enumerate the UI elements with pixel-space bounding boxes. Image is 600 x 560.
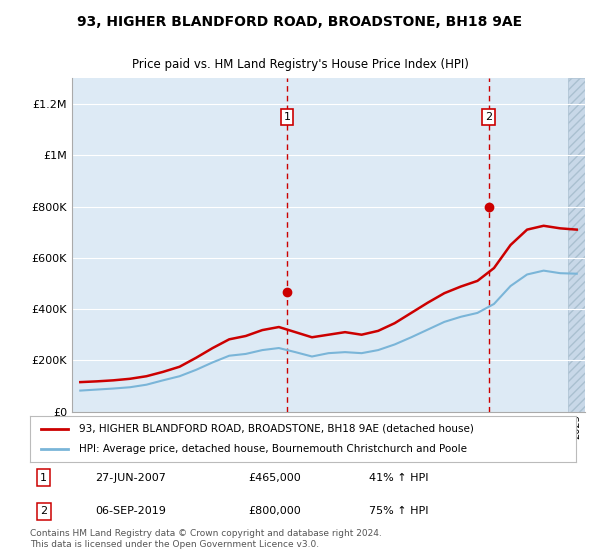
Text: 75% ↑ HPI: 75% ↑ HPI (368, 506, 428, 516)
Bar (568, 78, 587, 412)
Text: HPI: Average price, detached house, Bournemouth Christchurch and Poole: HPI: Average price, detached house, Bour… (79, 444, 467, 454)
Text: 06-SEP-2019: 06-SEP-2019 (95, 506, 166, 516)
Text: £800,000: £800,000 (248, 506, 301, 516)
Text: 2: 2 (40, 506, 47, 516)
Text: 1: 1 (40, 473, 47, 483)
Text: 93, HIGHER BLANDFORD ROAD, BROADSTONE, BH18 9AE (detached house): 93, HIGHER BLANDFORD ROAD, BROADSTONE, B… (79, 424, 474, 434)
Text: 1: 1 (284, 112, 290, 122)
Text: 2: 2 (485, 112, 492, 122)
Text: 93, HIGHER BLANDFORD ROAD, BROADSTONE, BH18 9AE: 93, HIGHER BLANDFORD ROAD, BROADSTONE, B… (77, 15, 523, 29)
Text: 27-JUN-2007: 27-JUN-2007 (95, 473, 166, 483)
Text: 41% ↑ HPI: 41% ↑ HPI (368, 473, 428, 483)
Text: Contains HM Land Registry data © Crown copyright and database right 2024.
This d: Contains HM Land Registry data © Crown c… (30, 529, 382, 549)
Text: Price paid vs. HM Land Registry's House Price Index (HPI): Price paid vs. HM Land Registry's House … (131, 58, 469, 71)
Text: £465,000: £465,000 (248, 473, 301, 483)
